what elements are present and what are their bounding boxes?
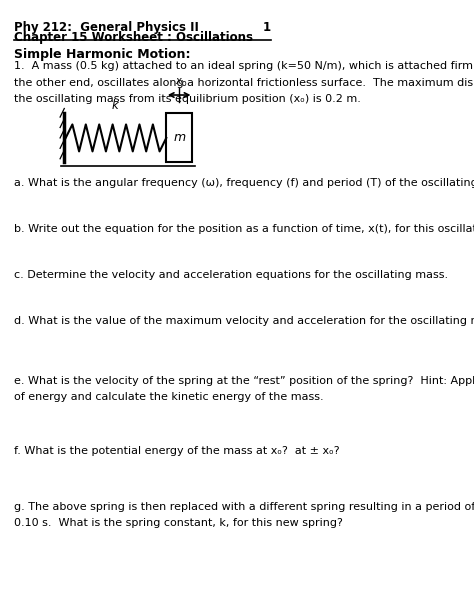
Text: Simple Harmonic Motion:: Simple Harmonic Motion: [14,48,191,61]
Text: Chapter 15 Worksheet : Oscillations: Chapter 15 Worksheet : Oscillations [14,31,253,44]
Text: a. What is the angular frequency (ω), frequency (f) and period (T) of the oscill: a. What is the angular frequency (ω), fr… [14,178,474,188]
Text: e. What is the velocity of the spring at the “rest” position of the spring?  Hin: e. What is the velocity of the spring at… [14,376,474,386]
Text: 1: 1 [263,21,271,34]
Text: the other end, oscillates along a horizontal frictionless surface.  The maximum : the other end, oscillates along a horizo… [14,78,474,88]
Text: b. Write out the equation for the position as a function of time, x(t), for this: b. Write out the equation for the positi… [14,224,474,234]
Text: o: o [182,78,186,88]
Text: of energy and calculate the kinetic energy of the mass.: of energy and calculate the kinetic ener… [14,392,324,402]
Text: c. Determine the velocity and acceleration equations for the oscillating mass.: c. Determine the velocity and accelerati… [14,270,448,280]
Text: x: x [175,77,181,86]
Text: the oscillating mass from its equilibrium position (xₒ) is 0.2 m.: the oscillating mass from its equilibriu… [14,94,361,104]
Text: Phy 212:  General Physics II: Phy 212: General Physics II [14,21,199,34]
Text: 1.  A mass (0.5 kg) attached to an ideal spring (k=50 N/m), which is attached fi: 1. A mass (0.5 kg) attached to an ideal … [14,61,474,71]
Text: k: k [112,99,118,112]
Text: g. The above spring is then replaced with a different spring resulting in a peri: g. The above spring is then replaced wit… [14,502,474,512]
Text: m: m [173,131,185,145]
Text: 0.10 s.  What is the spring constant, k, for this new spring?: 0.10 s. What is the spring constant, k, … [14,518,343,528]
Text: f. What is the potential energy of the mass at xₒ?  at ± xₒ?: f. What is the potential energy of the m… [14,446,339,455]
Text: d. What is the value of the maximum velocity and acceleration for the oscillatin: d. What is the value of the maximum velo… [14,316,474,326]
